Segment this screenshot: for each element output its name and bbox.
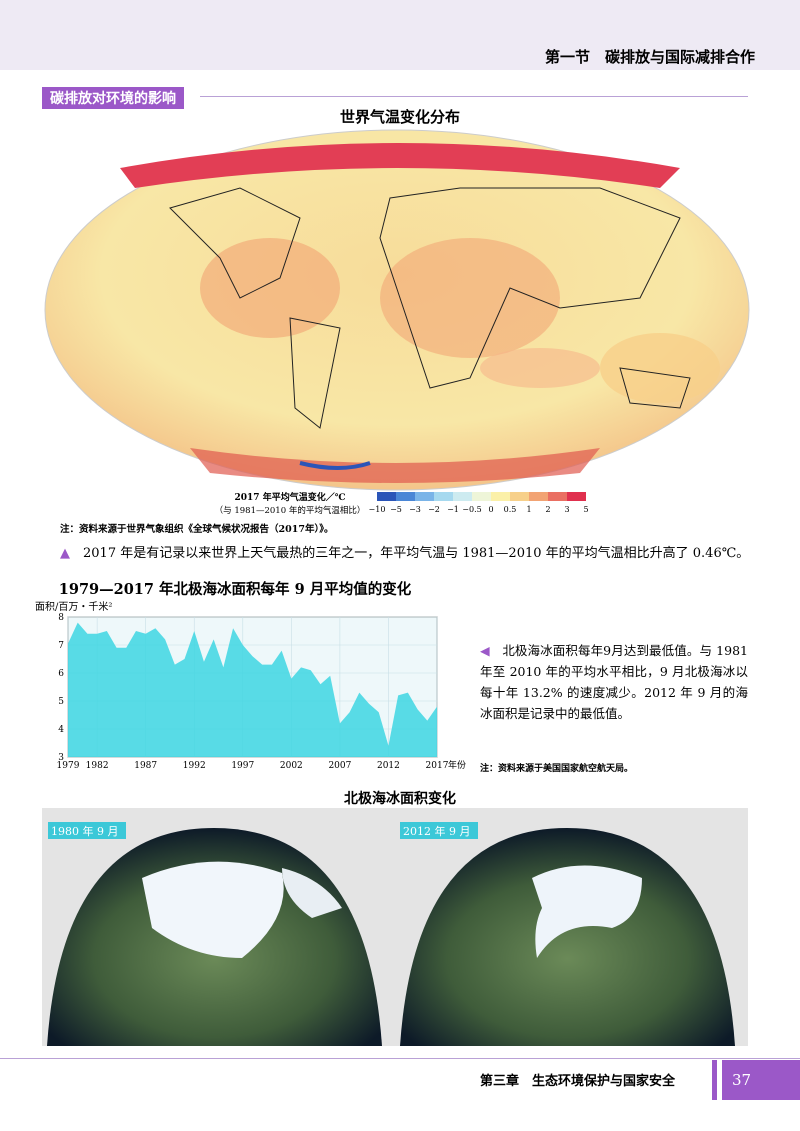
legend-title: 2017 年平均气温变化／℃: [234, 493, 346, 503]
caption-text: 2017 年是有记录以来世界上天气最热的三年之一，年平均气温与 1981—201…: [83, 546, 750, 561]
legend-label: −10: [369, 505, 386, 514]
legend-swatch: [529, 492, 548, 501]
legend-label: 5: [583, 505, 588, 514]
chart-title: 1979—2017 年北极海冰面积每年 9 月平均值的变化: [59, 580, 412, 598]
y-tick-label: 5: [58, 697, 64, 707]
legend-subtitle: （与 1981—2010 年的平均气温相比）: [214, 506, 366, 516]
legend-swatch: [377, 492, 396, 501]
legend-label: 2: [545, 505, 550, 514]
globe-label: 2012 年 9 月: [403, 825, 471, 838]
side-note: 注：资料来源于美国国家航空航天局。: [480, 764, 634, 774]
legend-swatch: [415, 492, 434, 501]
map-title: 世界气温变化分布: [339, 108, 460, 126]
y-tick-label: 6: [58, 669, 64, 679]
legend-label: −1: [447, 505, 459, 514]
y-tick-label: 8: [58, 613, 64, 623]
legend-label: 3: [564, 505, 569, 514]
x-tick-label: 1992: [183, 761, 206, 771]
legend-swatch: [434, 492, 453, 501]
x-tick-label: 1979: [57, 761, 80, 771]
page-number: 37: [722, 1060, 800, 1100]
legend-swatch: [567, 492, 586, 501]
caption: ▲ 2017 年是有记录以来世界上天气最热的三年之一，年平均气温与 1981—2…: [60, 546, 750, 561]
x-tick-label: 2007: [328, 761, 351, 771]
legend-label: 0.5: [504, 505, 517, 514]
legend-swatch: [510, 492, 529, 501]
legend-swatch: [491, 492, 510, 501]
x-tick-label: 1982: [86, 761, 109, 771]
map-note: 注：资料来源于世界气象组织《全球气候状况报告（2017年）》。: [60, 524, 334, 535]
legend-swatch: [548, 492, 567, 501]
side-paragraph: 北极海冰面积每年9月达到最低值。与 1981 年至 2010 年的平均水平相比，…: [480, 643, 748, 721]
footer-bar: [712, 1060, 717, 1100]
legend-swatch: [472, 492, 491, 501]
x-tick-label: 1997: [231, 761, 254, 771]
x-axis-label: 年份: [448, 759, 466, 771]
x-tick-label: 2002: [280, 761, 303, 771]
legend-swatch: [453, 492, 472, 501]
area: [68, 622, 437, 757]
legend-label: −3: [409, 505, 421, 514]
legend-label: −2: [428, 505, 440, 514]
legend-swatch: [396, 492, 415, 501]
legend-label: −5: [390, 505, 402, 514]
legend-label: 1: [526, 505, 531, 514]
rule: [0, 1058, 800, 1059]
globe-label: 1980 年 9 月: [51, 825, 119, 838]
rule: [200, 96, 748, 97]
legend-label: −0.5: [462, 505, 481, 514]
y-tick-label: 7: [58, 641, 64, 651]
x-tick-label: 1987: [134, 761, 157, 771]
color-legend: −10 −5 −3 −2 −1 −0.5 0 0.5 1 2 3 5: [369, 492, 589, 514]
legend-label: 0: [488, 505, 493, 514]
x-tick-label: 2012: [377, 761, 400, 771]
header-band: [0, 0, 800, 70]
side-text: ◀ 北极海冰面积每年9月达到最低值。与 1981 年至 2010 年的平均水平相…: [480, 643, 748, 721]
header-section: 第一节 碳排放与国际减排合作: [544, 48, 755, 66]
x-tick-label: 2017: [426, 761, 449, 771]
globe-panel: [42, 808, 748, 1046]
globes-title: 北极海冰面积变化: [344, 791, 456, 807]
y-tick-label: 4: [58, 725, 64, 735]
world-map: [44, 129, 750, 491]
y-tick-label: 3: [58, 753, 64, 763]
footer-chapter: 第三章 生态环境保护与国家安全: [480, 1074, 676, 1089]
section-tag: 碳排放对环境的影响: [42, 87, 184, 109]
y-axis-label: 面积/百万・千米²: [35, 600, 112, 613]
